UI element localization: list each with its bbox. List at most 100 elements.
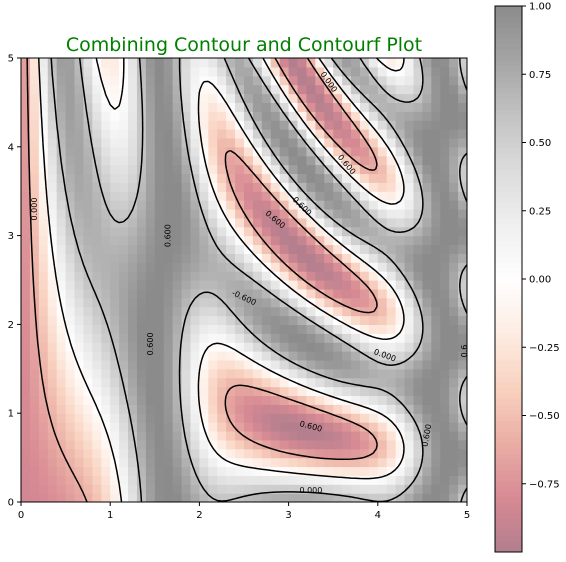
heatmap-cell — [83, 262, 93, 272]
colorbar-tick-label: 0.50 — [529, 138, 551, 149]
heatmap-cell — [29, 244, 40, 254]
heatmap-cell — [208, 226, 218, 237]
heatmap-cell — [261, 75, 272, 86]
heatmap-cell — [377, 288, 388, 299]
heatmap-cell — [154, 182, 165, 192]
heatmap-cell — [431, 164, 441, 175]
heatmap-cell — [458, 324, 467, 334]
heatmap-cell — [386, 484, 397, 494]
heatmap-cell — [119, 111, 129, 121]
heatmap-cell — [83, 422, 93, 432]
heatmap-cell — [359, 404, 370, 414]
heatmap-cell — [101, 484, 111, 494]
heatmap-cell — [279, 173, 290, 183]
heatmap-cell — [395, 395, 406, 405]
heatmap-cell — [226, 359, 236, 370]
heatmap-cell — [244, 253, 254, 263]
heatmap-cell — [226, 368, 236, 379]
heatmap-cell — [190, 191, 200, 201]
heatmap-cell — [324, 466, 334, 476]
heatmap-cell — [324, 75, 334, 86]
heatmap-cell — [333, 182, 343, 192]
heatmap-cell — [431, 359, 441, 370]
heatmap-cell — [333, 253, 343, 263]
heatmap-cell — [119, 351, 129, 361]
heatmap-cell — [261, 324, 272, 334]
heatmap-cell — [279, 102, 290, 112]
colorbar-band — [495, 355, 522, 362]
heatmap-cell — [297, 84, 308, 95]
heatmap-cell — [342, 182, 352, 192]
heatmap-cell — [29, 129, 40, 139]
heatmap-cell — [56, 306, 67, 317]
heatmap-cell — [413, 280, 423, 290]
heatmap-cell — [226, 430, 236, 441]
heatmap-cell — [270, 280, 281, 290]
heatmap-cell — [181, 359, 192, 370]
heatmap-cell — [440, 288, 450, 299]
colorbar-band — [495, 246, 522, 253]
heatmap-cell — [181, 324, 192, 334]
heatmap-cell — [190, 262, 200, 272]
heatmap-cell — [154, 475, 165, 485]
heatmap-cell — [413, 226, 423, 237]
heatmap-cell — [181, 297, 192, 308]
heatmap-cell — [288, 404, 299, 414]
heatmap-cell — [163, 235, 174, 246]
heatmap-cell — [29, 253, 40, 263]
heatmap-cell — [163, 146, 174, 157]
heatmap-cell — [119, 386, 129, 397]
heatmap-cell — [226, 155, 236, 166]
heatmap-cell — [83, 448, 93, 459]
heatmap-cell — [74, 448, 85, 459]
heatmap-cell — [458, 191, 467, 201]
heatmap-cell — [449, 333, 459, 343]
heatmap-cell — [270, 137, 281, 148]
colorbar-band — [495, 251, 522, 258]
heatmap-cell — [422, 377, 432, 388]
heatmap-cell — [47, 137, 58, 148]
heatmap-cell — [154, 111, 165, 121]
colorbar-band — [495, 142, 522, 149]
heatmap-cell — [422, 333, 432, 343]
heatmap-cell — [279, 217, 290, 228]
heatmap-cell — [288, 280, 299, 290]
heatmap-cell — [101, 253, 111, 263]
heatmap-cell — [359, 129, 370, 139]
heatmap-cell — [154, 200, 165, 210]
heatmap-cell — [449, 182, 459, 192]
heatmap-cell — [65, 253, 76, 263]
heatmap-cell — [181, 413, 192, 423]
heatmap-cell — [395, 173, 406, 183]
heatmap-cell — [163, 226, 174, 237]
heatmap-cell — [413, 404, 423, 414]
heatmap-cell — [395, 466, 406, 476]
heatmap-cell — [101, 146, 111, 157]
heatmap-cell — [47, 102, 58, 112]
heatmap-cell — [342, 368, 352, 379]
heatmap-cell — [422, 324, 432, 334]
heatmap-cell — [154, 235, 165, 246]
heatmap-cell — [56, 164, 67, 175]
heatmap-cell — [21, 253, 31, 263]
heatmap-cell — [368, 359, 379, 370]
heatmap-cell — [315, 191, 325, 201]
heatmap-cell — [288, 120, 299, 130]
heatmap-cell — [386, 235, 397, 246]
heatmap-cell — [324, 182, 334, 192]
heatmap-cell — [29, 315, 40, 325]
heatmap-cell — [92, 200, 102, 210]
heatmap-cell — [199, 173, 209, 183]
heatmap-cell — [279, 75, 290, 86]
heatmap-cell — [208, 493, 218, 502]
heatmap-cell — [74, 413, 85, 423]
heatmap-cell — [172, 386, 183, 397]
heatmap-cell — [119, 102, 129, 112]
heatmap-cell — [244, 342, 254, 352]
heatmap-cell — [261, 342, 272, 352]
heatmap-cell — [297, 262, 308, 272]
heatmap-cell — [235, 439, 245, 450]
heatmap-cell — [56, 226, 67, 237]
heatmap-cell — [136, 395, 147, 405]
heatmap-cell — [208, 137, 218, 148]
